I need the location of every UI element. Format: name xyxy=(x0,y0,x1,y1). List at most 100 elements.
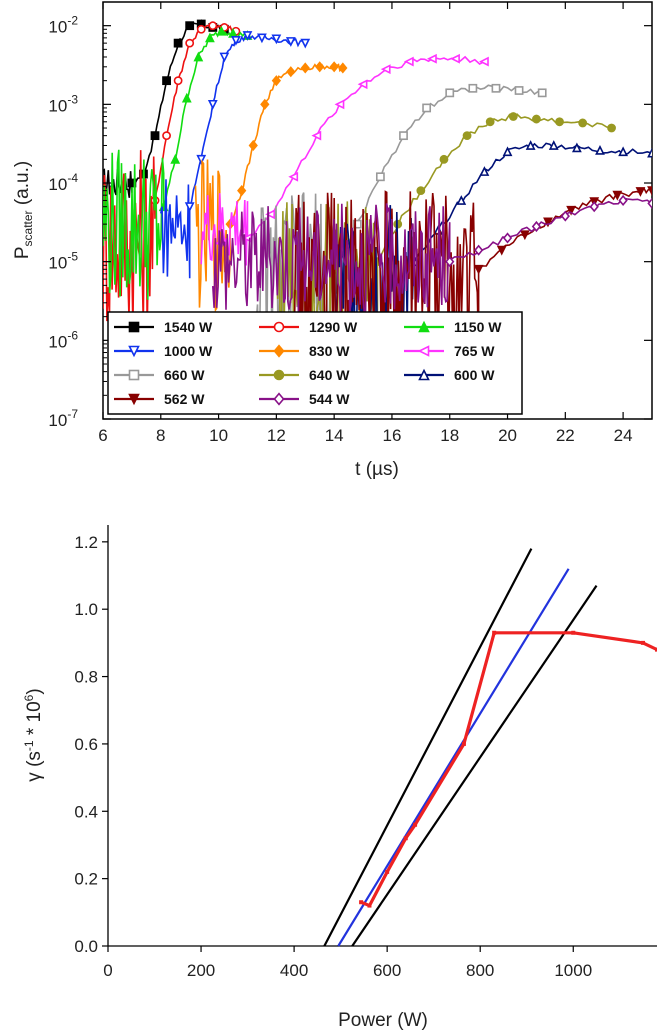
y-axis-label-unit: (s xyxy=(24,751,45,772)
data-point xyxy=(479,166,490,176)
data-point xyxy=(502,146,513,157)
measured-point xyxy=(655,647,657,652)
y-tick-label: 0.8 xyxy=(74,668,98,687)
ticks-layer: 0 200 400 600 800 1000 0.0 0.2 0.4 0.6 0.8 1.0 1.2 xyxy=(74,533,592,980)
x-tick-label: 200 xyxy=(187,961,215,980)
data-point xyxy=(607,123,616,133)
data-point xyxy=(380,64,391,75)
data-point xyxy=(375,172,385,182)
legend-box xyxy=(107,311,523,415)
data-point xyxy=(525,140,536,150)
legend-label: 660 W xyxy=(164,367,205,383)
x-tick-label: 16 xyxy=(382,426,401,445)
y-axis-label: Pscatter (a.u.) xyxy=(12,161,35,259)
y-tick-label: 10-6 xyxy=(48,328,78,351)
data-layer xyxy=(323,548,657,947)
data-point xyxy=(491,83,501,93)
data-point xyxy=(196,154,207,165)
measured-point xyxy=(359,900,364,905)
data-point xyxy=(205,32,215,43)
legend-entry: 830 W xyxy=(259,343,350,359)
scatter-power-chart: 6 8 10 12 14 16 18 20 22 24 10-7 10-6 10-5 10-4 10-3 10… xyxy=(12,1,653,480)
gamma-power-chart: 0 200 400 600 800 1000 0.0 0.2 0.4 0.6 0.8 1.0 1.2 P… xyxy=(22,525,657,1031)
measured-point xyxy=(461,741,466,746)
legend-entry: 1290 W xyxy=(259,319,358,335)
legend-label: 1000 W xyxy=(164,343,213,359)
data-point xyxy=(456,195,467,205)
fit-line xyxy=(323,548,533,947)
legend-marker xyxy=(418,320,430,333)
data-point xyxy=(162,131,171,141)
y-tick-label: 10-2 xyxy=(48,14,78,37)
x-tick-label: 400 xyxy=(280,961,308,980)
y-tick-label: 10-3 xyxy=(48,92,78,115)
legend-entry: 640 W xyxy=(259,367,350,383)
data-point xyxy=(618,146,628,157)
legend-label: 830 W xyxy=(309,343,350,359)
data-point xyxy=(248,139,258,152)
legend-entry: 1000 W xyxy=(114,343,213,359)
measured-point xyxy=(492,630,497,635)
x-tick-label: 24 xyxy=(614,426,633,445)
series-544-W xyxy=(212,194,652,314)
x-tick-label: 0 xyxy=(103,961,112,980)
legend-marker xyxy=(128,393,140,406)
y-axis-label-sub: scatter xyxy=(21,210,35,246)
data-point xyxy=(514,86,524,95)
data-point xyxy=(352,219,362,229)
y-tick-label: 0.2 xyxy=(74,870,98,889)
x-tick-label: 10 xyxy=(209,426,228,445)
data-point xyxy=(285,37,296,47)
y-axis-label-main: P xyxy=(12,246,33,259)
legend-marker xyxy=(417,345,430,357)
series-1150-W xyxy=(103,25,253,300)
data-point xyxy=(288,171,299,182)
data-point xyxy=(548,140,559,150)
legend-marker xyxy=(418,368,430,381)
data-point xyxy=(571,142,582,153)
measured-point xyxy=(403,836,408,841)
legend-label: 1540 W xyxy=(164,319,213,335)
data-point xyxy=(334,99,345,110)
legend-marker xyxy=(273,321,285,333)
data-point xyxy=(473,244,484,256)
legend-marker xyxy=(128,321,140,333)
data-point xyxy=(237,185,247,197)
data-point xyxy=(208,21,218,31)
data-point xyxy=(207,99,218,110)
data-point xyxy=(439,154,449,164)
data-point xyxy=(647,197,652,210)
data-point xyxy=(647,147,652,158)
measured-point xyxy=(641,640,646,645)
data-point xyxy=(578,118,588,128)
data-point xyxy=(286,66,296,78)
x-tick-label: 800 xyxy=(466,961,494,980)
data-point xyxy=(184,202,195,213)
data-point xyxy=(422,103,432,113)
x-tick-label: 22 xyxy=(556,426,575,445)
data-point xyxy=(173,76,183,86)
data-point xyxy=(193,51,204,62)
data-point xyxy=(216,25,227,36)
data-point xyxy=(502,232,513,244)
y-tick-label: 0.6 xyxy=(74,735,98,754)
legend-marker xyxy=(273,392,285,406)
data-point xyxy=(403,56,414,67)
y-axis-label-mid: * 10 xyxy=(24,701,45,740)
data-point xyxy=(531,220,542,233)
series-line xyxy=(103,29,249,300)
data-point xyxy=(260,98,270,110)
measured-point xyxy=(367,903,372,908)
y-tick-label: 0.4 xyxy=(74,802,98,821)
data-point xyxy=(338,62,348,74)
measured-point xyxy=(385,869,390,874)
data-point xyxy=(450,53,460,64)
data-point xyxy=(647,186,652,197)
legend-entry: 1540 W xyxy=(114,319,213,335)
data-point xyxy=(468,83,478,93)
data-point xyxy=(543,217,553,228)
legend-label: 1290 W xyxy=(309,319,358,335)
y-tick-label: 10-4 xyxy=(48,171,78,194)
data-point xyxy=(555,117,564,127)
